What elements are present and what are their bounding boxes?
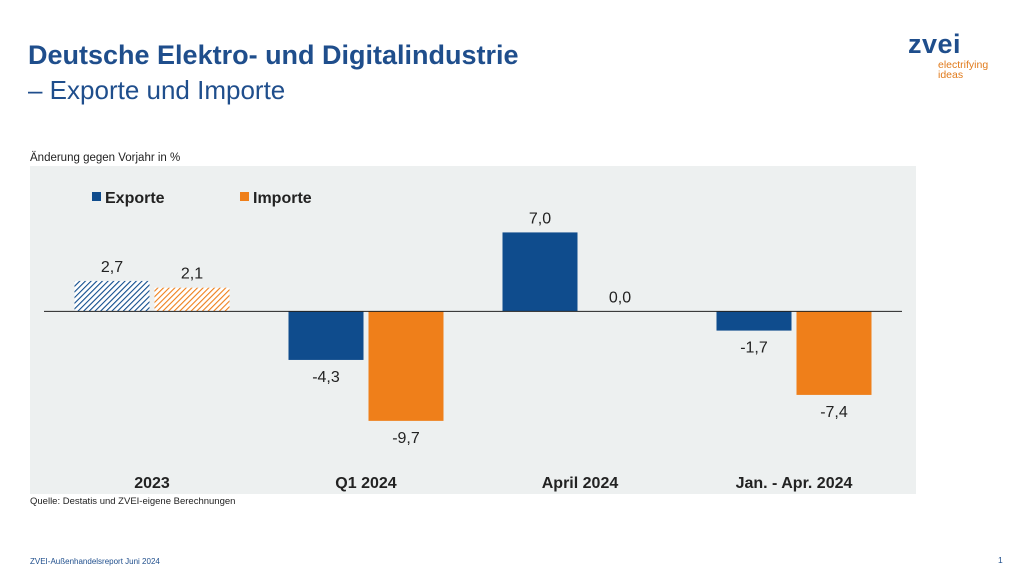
source-note: Quelle: Destatis und ZVEI-eigene Berechn… — [30, 496, 236, 507]
bar-importe-q1-2024 — [368, 311, 444, 421]
zvei-logo: zvei electrifying ideas — [908, 30, 1008, 82]
footer-report-name: ZVEI-Außenhandelsreport Juni 2024 — [30, 557, 160, 566]
bar-chart: 2,7 2,1 2023 -4,3 -9,7 Q1 2024 7,0 0,0 April 202… — [30, 166, 916, 494]
logo-tagline-2: ideas — [938, 69, 964, 81]
data-label-importe-april-2024: 0,0 — [609, 289, 631, 306]
y-axis-caption: Änderung gegen Vorjahr in % — [30, 152, 181, 164]
legend-swatch-importe — [240, 192, 249, 201]
bar-exporte-april-2024 — [502, 232, 578, 312]
bar-importe-jan-apr-2024 — [796, 311, 872, 395]
logo-tagline-1: electrifying — [938, 59, 989, 71]
bar-exporte-jan-apr-2024 — [716, 311, 792, 331]
legend-label-exporte: Exporte — [105, 190, 165, 207]
data-label-importe-2023: 2,1 — [181, 266, 203, 283]
data-label-importe-q1-2024: -9,7 — [392, 430, 420, 447]
data-label-exporte-q1-2024: -4,3 — [312, 369, 340, 386]
category-label-q1-2024: Q1 2024 — [335, 475, 396, 492]
bar-exporte-q1-2024 — [288, 311, 364, 360]
category-label-2023: 2023 — [134, 475, 170, 492]
bar-exporte-2023 — [74, 280, 150, 312]
data-label-exporte-2023: 2,7 — [101, 259, 123, 276]
category-label-jan-apr-2024: Jan. - Apr. 2024 — [736, 475, 853, 492]
bar-importe-2023 — [154, 287, 230, 312]
page-number: 1 — [998, 555, 1003, 565]
category-label-april-2024: April 2024 — [542, 475, 619, 492]
page-subtitle: – Exporte und Importe — [28, 75, 286, 105]
data-label-exporte-april-2024: 7,0 — [529, 210, 551, 227]
data-label-exporte-jan-apr-2024: -1,7 — [740, 340, 768, 357]
legend-swatch-exporte — [92, 192, 101, 201]
logo-wordmark: zvei — [908, 29, 962, 59]
legend-label-importe: Importe — [253, 190, 312, 207]
page-title: Deutsche Elektro- und Digitalindustrie — [28, 40, 519, 70]
data-label-importe-jan-apr-2024: -7,4 — [820, 404, 848, 421]
